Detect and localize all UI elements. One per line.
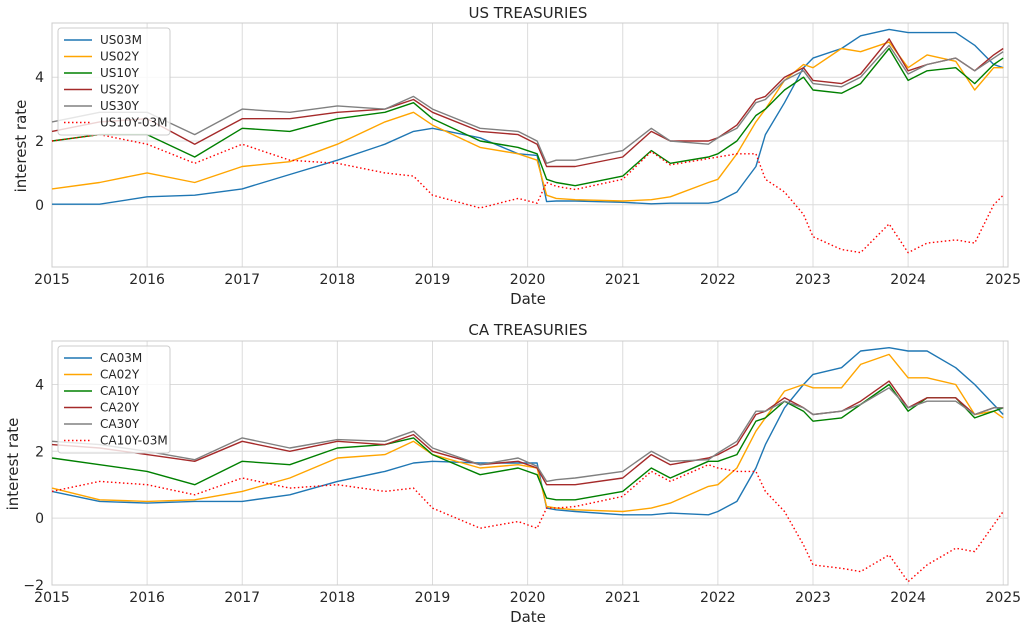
us-treasuries-chart: US TREASURIES Date interest rate 2015 201… (12, 4, 1021, 308)
legend-entry: US20Y (100, 83, 140, 97)
x-tick-label: 2023 (795, 272, 831, 288)
x-tick-label: 2021 (605, 272, 641, 288)
legend-entry: US10Y (100, 66, 140, 80)
x-tick-label: 2017 (224, 590, 260, 606)
y-tick-label: 2 (35, 134, 44, 150)
legend-box (57, 27, 171, 136)
series-line-us20y (51, 38, 1004, 168)
legend: US03M US02Y US10Y US20Y US30Y US10Y-03M (57, 27, 171, 136)
series-line-ca20y (51, 380, 1004, 486)
x-tick-label: 2016 (129, 272, 165, 288)
plot-frame (51, 340, 1009, 586)
x-tick-label: 2024 (890, 590, 926, 606)
legend: CA03M CA02Y CA10Y CA20Y CA30Y CA10Y-03M (57, 345, 171, 454)
x-tick-label: 2019 (415, 272, 451, 288)
x-tick-label: 2021 (605, 590, 641, 606)
x-axis-label: Date (510, 290, 546, 308)
plot-frame (51, 22, 1009, 268)
x-tick-label: 2023 (795, 590, 831, 606)
legend-entry: US02Y (100, 50, 140, 64)
y-tick-label: 4 (35, 377, 44, 393)
x-tick-label: 2018 (320, 272, 356, 288)
series-line-us30y (51, 44, 1004, 165)
x-tick-label: 2022 (700, 590, 736, 606)
x-tick-label: 2015 (34, 272, 70, 288)
legend-entry: CA20Y (100, 401, 140, 415)
x-tick-label: 2024 (890, 272, 926, 288)
y-tick-label: 0 (35, 511, 44, 527)
x-tick-label: 2020 (510, 590, 546, 606)
series-line-us10y (51, 47, 1004, 187)
x-tick-label: 2015 (34, 590, 70, 606)
x-tick-label: 2019 (415, 590, 451, 606)
y-axis-label: interest rate (4, 418, 22, 511)
legend-box (57, 345, 171, 454)
x-tick-label: 2025 (985, 272, 1021, 288)
legend-entry: US10Y-03M (100, 116, 168, 130)
ca-treasuries-chart: CA TREASURIES Date interest rate 2015 201… (4, 321, 1021, 626)
y-axis-label: interest rate (12, 100, 30, 193)
y-tick-label: 0 (35, 198, 44, 214)
chart-title: US TREASURIES (469, 4, 588, 22)
x-tick-label: 2025 (985, 590, 1021, 606)
x-axis-label: Date (510, 608, 546, 626)
chart-title: CA TREASURIES (468, 321, 587, 339)
series-line-ca02y (51, 353, 1004, 513)
y-tick-label: −2 (23, 578, 44, 594)
series-line-ca10y-03m (51, 464, 1004, 583)
series-line-us02y (51, 41, 1004, 202)
x-tick-label: 2018 (320, 590, 356, 606)
series-line-ca03m (51, 347, 1004, 516)
legend-entry: US30Y (100, 99, 140, 113)
x-tick-label: 2017 (224, 272, 260, 288)
legend-entry: CA03M (100, 351, 142, 365)
series-line-ca30y (51, 387, 1004, 483)
y-tick-label: 4 (35, 70, 44, 86)
x-tick-label: 2022 (700, 272, 736, 288)
y-tick-label: 2 (35, 444, 44, 460)
x-tick-label: 2016 (129, 590, 165, 606)
legend-entry: CA10Y (100, 384, 140, 398)
legend-entry: CA30Y (100, 417, 140, 431)
series-line-ca10y (51, 383, 1004, 501)
legend-entry: CA10Y-03M (100, 434, 168, 448)
series-line-us10y-03m (51, 133, 1004, 254)
x-tick-label: 2020 (510, 272, 546, 288)
legend-entry: CA02Y (100, 368, 140, 382)
legend-entry: US03M (100, 33, 142, 47)
